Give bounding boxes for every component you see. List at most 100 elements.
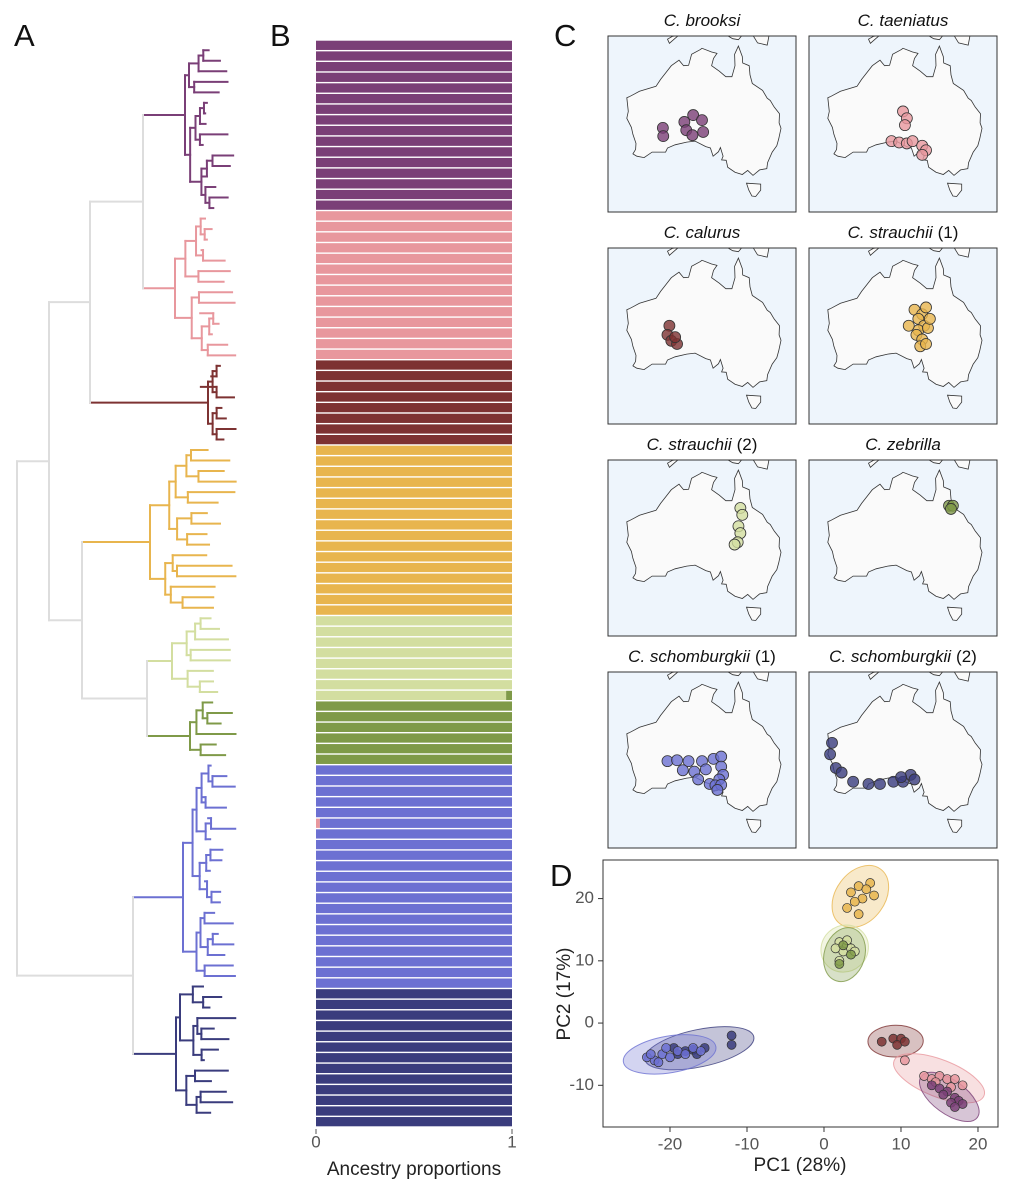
ancestry-segment	[316, 424, 512, 434]
population-number: (1)	[755, 647, 776, 666]
ancestry-segment	[316, 317, 512, 328]
ancestry-segment	[316, 648, 512, 658]
pca-point	[842, 903, 852, 913]
locality-point	[697, 126, 710, 138]
map-frame	[607, 459, 797, 637]
locality-point	[728, 538, 741, 551]
ancestry-segment	[316, 754, 512, 764]
locality-point	[687, 109, 700, 121]
ancestry-segment	[316, 818, 320, 828]
locality-point	[696, 114, 708, 127]
ancestry-segment	[316, 1063, 512, 1074]
landmass	[626, 681, 782, 812]
x-axis-label: Ancestry proportions	[327, 1159, 501, 1180]
ancestry-segment	[316, 1031, 512, 1042]
map-frame	[808, 247, 998, 425]
ancestry-segment	[316, 104, 512, 114]
ancestry-segment	[316, 189, 512, 200]
locality-point	[895, 771, 907, 784]
ancestry-segment	[316, 435, 512, 445]
pca-point	[653, 1057, 664, 1068]
ancestry-segment	[316, 403, 512, 413]
map-layer	[626, 672, 782, 833]
ancestry-segment	[316, 669, 512, 679]
pca-point	[834, 959, 845, 969]
locality-point	[682, 755, 695, 768]
ancestry-segment	[316, 498, 512, 509]
locality-point	[657, 130, 670, 143]
ancestry-segment	[316, 914, 512, 924]
ancestry-segment	[316, 307, 512, 317]
locality-point	[906, 135, 919, 148]
population-number: (1)	[938, 223, 959, 242]
pca-point	[661, 1043, 671, 1053]
pca-point	[957, 1080, 968, 1091]
ancestry-segment	[316, 882, 512, 892]
ancestry-segment	[316, 744, 512, 754]
ancestry-segment	[316, 200, 512, 210]
locality-point	[671, 754, 683, 767]
ancestry-segment	[316, 1085, 512, 1095]
ancestry-segment	[316, 72, 512, 82]
ancestry-segment	[316, 1074, 512, 1084]
map-layer	[827, 248, 983, 409]
ancestry-segment	[316, 243, 512, 253]
ancestry-segment	[316, 1117, 512, 1127]
pca-point	[695, 1046, 706, 1056]
pca-point	[853, 909, 864, 919]
x-tick-label: 1	[507, 1132, 516, 1151]
ancestry-segment	[316, 392, 512, 402]
ancestry-segment	[316, 957, 512, 967]
landmass	[867, 36, 880, 44]
ancestry-segment	[316, 349, 512, 360]
pca-point	[950, 1074, 960, 1084]
species-name: C. zebrilla	[865, 435, 941, 454]
ancestry-segment	[316, 62, 512, 72]
ancestry-segment	[316, 168, 512, 178]
ancestry-segment	[316, 136, 512, 146]
ancestry-segment	[316, 605, 512, 615]
ancestry-segment	[316, 147, 512, 157]
ancestry-segment	[316, 456, 512, 466]
landmass	[745, 606, 762, 621]
locality-point	[862, 778, 875, 790]
ancestry-segment	[316, 786, 512, 796]
map-title: C. taeniatus	[858, 11, 949, 30]
ancestry-segment	[316, 701, 512, 711]
ancestry-segment	[316, 530, 512, 541]
pca-point	[645, 1049, 656, 1060]
y-tick-label: -10	[569, 1075, 594, 1094]
landmass	[946, 394, 963, 409]
map-layer	[626, 248, 782, 409]
ancestry-segment	[316, 797, 512, 807]
locality-point	[899, 119, 911, 132]
ancestry-segment	[316, 594, 512, 605]
pca-point	[876, 1036, 887, 1047]
ancestry-segment	[316, 371, 512, 381]
locality-point	[711, 784, 724, 796]
landmass	[867, 248, 880, 256]
species-name: C. schomburgkii	[628, 647, 751, 666]
locality-point	[902, 319, 915, 332]
pca-point	[665, 1052, 675, 1063]
panel-label: C	[554, 18, 576, 53]
pca-point	[950, 1102, 960, 1112]
landmass	[666, 672, 679, 680]
ancestry-segment	[316, 264, 512, 274]
ancestry-segment	[316, 658, 512, 669]
locality-point	[835, 766, 848, 779]
ancestry-segment	[316, 509, 512, 519]
ancestry-segment	[316, 925, 512, 935]
locality-point	[916, 148, 929, 161]
species-name: C. taeniatus	[858, 11, 949, 30]
species-name: C. calurus	[664, 223, 741, 242]
locality-point	[945, 503, 957, 515]
pca-point	[899, 1036, 910, 1047]
map-title: C. zebrilla	[865, 435, 941, 454]
ancestry-segment	[316, 51, 512, 61]
locality-point	[847, 775, 860, 788]
map-layer	[827, 36, 983, 197]
ancestry-segment	[316, 339, 512, 349]
landmass	[867, 460, 880, 468]
ancestry-segment	[316, 829, 512, 839]
